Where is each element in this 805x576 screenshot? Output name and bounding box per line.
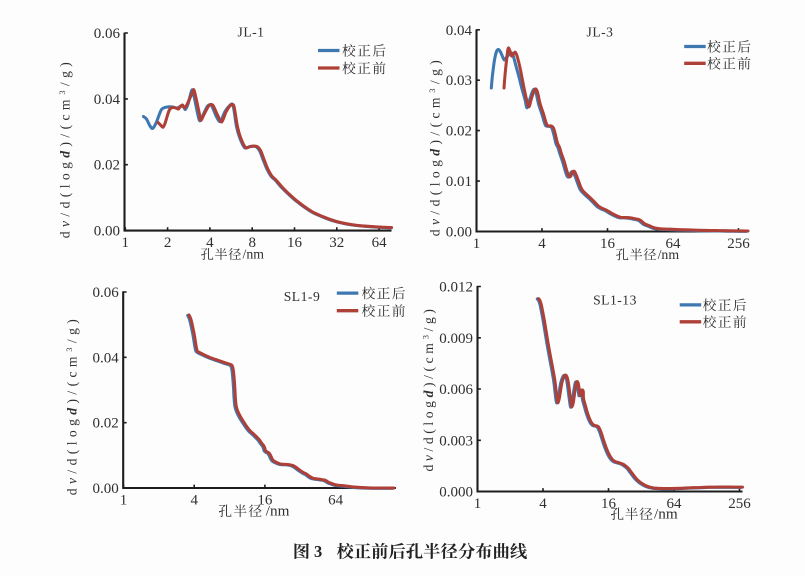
svg-text:0.006: 0.006 [439,382,473,398]
svg-text:64: 64 [667,496,683,512]
svg-text:256: 256 [727,236,750,252]
svg-text:dv/d(logd)/(cm3/g): dv/d(logd)/(cm3/g) [58,58,74,238]
svg-text:3: 3 [314,542,322,561]
svg-text:16: 16 [287,235,303,251]
svg-text:SL1-9: SL1-9 [284,289,320,304]
svg-text:4: 4 [206,235,214,251]
svg-text:0.00: 0.00 [446,225,472,241]
svg-text:SL1-13: SL1-13 [593,293,637,308]
svg-text:0.009: 0.009 [439,331,473,347]
svg-text:64: 64 [666,236,682,252]
svg-text:/nm: /nm [654,506,678,523]
svg-text:0.00: 0.00 [94,224,120,240]
svg-text:dv/d(logd)/(cm3/g): dv/d(logd)/(cm3/g) [65,315,81,495]
svg-text:2: 2 [164,235,172,251]
svg-text:0.04: 0.04 [92,350,119,366]
svg-text:0.02: 0.02 [446,124,472,140]
svg-text:0.06: 0.06 [94,26,121,42]
svg-text:/nm: /nm [658,247,680,262]
svg-text:4: 4 [538,236,546,252]
svg-text:dv/d(logd)/(cm3/g): dv/d(logd)/(cm3/g) [428,56,444,236]
svg-text:dv/d(logd)/(cm3/g): dv/d(logd)/(cm3/g) [421,305,437,471]
svg-text:0.04: 0.04 [446,23,473,39]
svg-text:JL-3: JL-3 [587,25,614,40]
svg-text:JL-1: JL-1 [238,25,265,40]
svg-text:32: 32 [329,235,344,251]
svg-text:0.012: 0.012 [439,280,473,296]
svg-text:0.02: 0.02 [92,416,118,432]
svg-text:4: 4 [190,493,198,509]
svg-text:1: 1 [120,493,128,509]
svg-text:/nm: /nm [266,503,290,520]
svg-text:0.000: 0.000 [439,485,473,501]
svg-text:4: 4 [539,496,547,512]
svg-text:16: 16 [257,493,273,509]
svg-text:0.02: 0.02 [94,158,120,174]
svg-text:256: 256 [728,496,751,512]
svg-text:0.00: 0.00 [92,481,118,497]
svg-text:0.06: 0.06 [92,285,119,301]
svg-text:0.003: 0.003 [439,433,473,449]
svg-text:1: 1 [122,235,130,251]
svg-text:1: 1 [474,496,482,512]
svg-text:/nm: /nm [243,247,265,262]
svg-text:64: 64 [372,235,388,251]
svg-text:0.01: 0.01 [446,174,472,190]
svg-text:16: 16 [600,236,616,252]
svg-text:0.03: 0.03 [446,73,472,89]
svg-text:1: 1 [473,236,481,252]
svg-text:0.04: 0.04 [94,92,121,108]
svg-text:64: 64 [328,493,344,509]
svg-text:8: 8 [248,235,256,251]
svg-text:16: 16 [601,496,617,512]
